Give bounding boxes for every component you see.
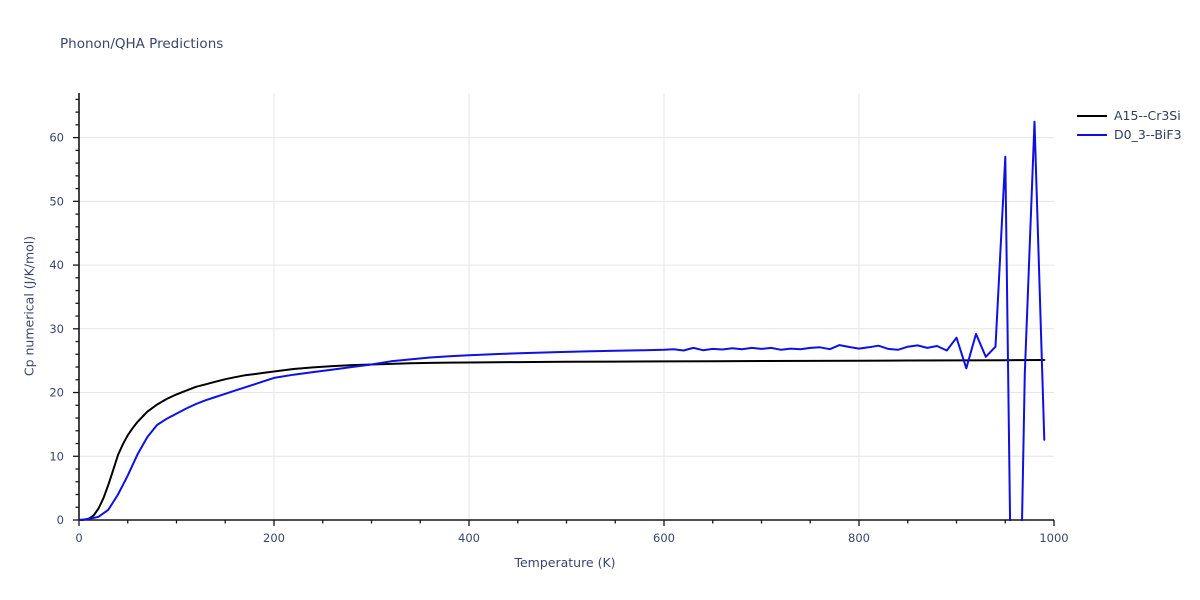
svg-text:200: 200 — [263, 531, 285, 545]
legend-line-black-icon — [1077, 114, 1107, 117]
legend-item-a15: A15--Cr3Si — [1077, 106, 1182, 125]
legend-line-blue-icon — [1077, 133, 1107, 136]
svg-text:40: 40 — [49, 258, 64, 272]
y-axis-label: Cp numerical (J/K/mol) — [21, 235, 37, 377]
svg-text:800: 800 — [848, 531, 870, 545]
svg-text:20: 20 — [49, 386, 64, 400]
svg-text:0: 0 — [75, 531, 82, 545]
svg-text:50: 50 — [49, 194, 64, 208]
x-axis-label: Temperature (K) — [514, 555, 616, 570]
legend-label-d03: D0_3--BiF3 — [1114, 127, 1182, 142]
svg-text:30: 30 — [49, 322, 64, 336]
svg-text:60: 60 — [49, 131, 64, 145]
svg-text:1000: 1000 — [1039, 531, 1068, 545]
svg-text:400: 400 — [458, 531, 480, 545]
svg-text:600: 600 — [653, 531, 675, 545]
svg-text:10: 10 — [49, 449, 64, 463]
legend-item-d03: D0_3--BiF3 — [1077, 125, 1182, 144]
legend-label-a15: A15--Cr3Si — [1114, 108, 1181, 123]
svg-text:0: 0 — [57, 513, 64, 527]
legend: A15--Cr3Si D0_3--BiF3 — [1077, 106, 1182, 144]
chart-title: Phonon/QHA Predictions — [60, 36, 224, 52]
